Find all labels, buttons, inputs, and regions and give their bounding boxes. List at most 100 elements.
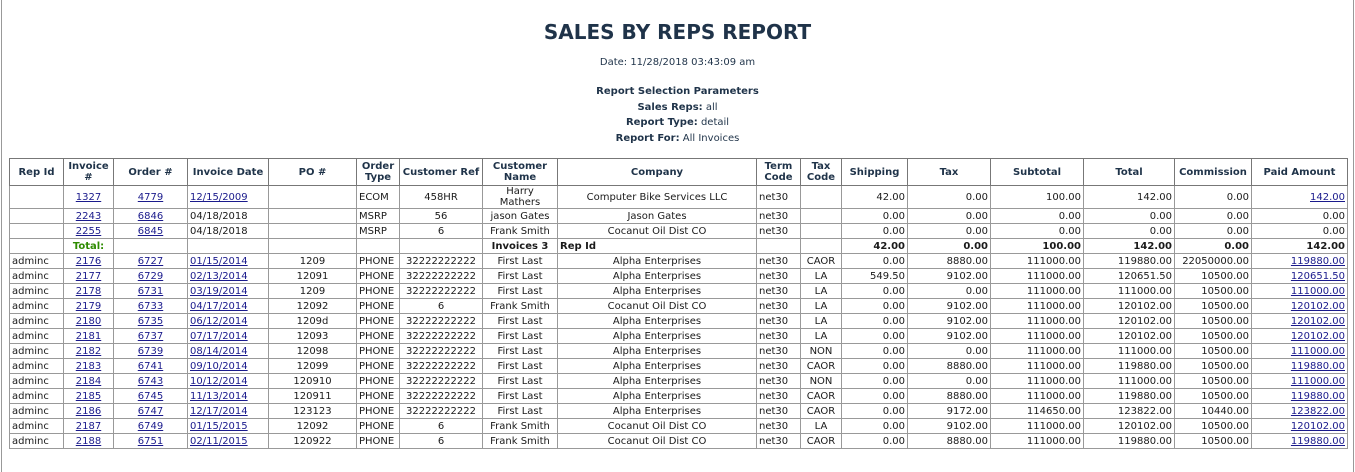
link[interactable]: 2182 (75, 345, 102, 357)
link[interactable]: 6735 (137, 315, 164, 327)
link[interactable]: 2188 (75, 435, 102, 447)
link[interactable]: 6729 (137, 270, 164, 282)
link[interactable]: 120102.00 (1290, 420, 1345, 432)
link[interactable]: 119880.00 (1290, 360, 1345, 372)
link[interactable]: 2176 (75, 255, 102, 267)
link[interactable]: 111000.00 (1290, 285, 1345, 297)
cell: 0.00 (841, 403, 908, 419)
cell: Total: (63, 238, 114, 254)
link[interactable]: 2178 (75, 285, 102, 297)
column-header: Invoice Date (187, 158, 269, 186)
link[interactable]: 120651.50 (1290, 270, 1345, 282)
cell: 9102.00 (907, 298, 991, 314)
link[interactable]: 6733 (137, 300, 164, 312)
column-header: Customer Name (482, 158, 558, 186)
link[interactable]: 6745 (137, 390, 164, 402)
link[interactable]: 2185 (75, 390, 102, 402)
link[interactable]: 2183 (75, 360, 102, 372)
cell: adminc (9, 253, 64, 269)
cell: 120102.00 (1083, 313, 1175, 329)
link[interactable]: 10/12/2014 (190, 375, 248, 387)
cell: Computer Bike Services LLC (557, 185, 757, 209)
link[interactable]: 4779 (137, 191, 164, 203)
link[interactable]: 08/14/2014 (190, 345, 248, 357)
link[interactable]: 120102.00 (1290, 300, 1345, 312)
link[interactable]: 123822.00 (1290, 405, 1345, 417)
cell: 08/14/2014 (187, 343, 269, 359)
link[interactable]: 2177 (75, 270, 102, 282)
link[interactable]: 07/17/2014 (190, 330, 248, 342)
cell-text: 0.00 (882, 405, 905, 417)
cell: 142.00 (1251, 238, 1348, 254)
cell: net30 (756, 358, 801, 374)
link[interactable]: 12/17/2014 (190, 405, 248, 417)
cell-text: Invoices 3 (491, 240, 549, 252)
link[interactable]: 6845 (137, 225, 164, 237)
cell-text: adminc (12, 300, 49, 312)
cell-text: adminc (12, 285, 49, 297)
link[interactable]: 03/19/2014 (190, 285, 248, 297)
link[interactable]: 6751 (137, 435, 164, 447)
link[interactable]: 6737 (137, 330, 164, 342)
data-row: 2255 6845 04/18/2018 MSRP 6 Frank Smith Cocanu… (9, 223, 1348, 239)
cell-text: 111000.00 (1026, 270, 1081, 282)
cell-text: PHONE (359, 405, 395, 417)
link[interactable]: 119880.00 (1290, 255, 1345, 267)
cell: First Last (482, 313, 558, 329)
link[interactable]: 2184 (75, 375, 102, 387)
link[interactable]: 111000.00 (1290, 375, 1345, 387)
link[interactable]: 02/13/2014 (190, 270, 248, 282)
link[interactable]: 6743 (137, 375, 164, 387)
link[interactable]: 119880.00 (1290, 390, 1345, 402)
cell-text: 04/18/2018 (190, 210, 248, 222)
link[interactable]: 6727 (137, 255, 164, 267)
cell: 6846 (113, 208, 188, 224)
link[interactable]: 120102.00 (1290, 315, 1345, 327)
cell-text: LA (814, 330, 828, 342)
cell-text: net30 (759, 300, 789, 312)
cell: 0.00 (1174, 208, 1252, 224)
link[interactable]: 09/10/2014 (190, 360, 248, 372)
link[interactable]: 142.00 (1310, 191, 1345, 203)
link[interactable]: 119880.00 (1290, 435, 1345, 447)
link[interactable]: 04/17/2014 (190, 300, 248, 312)
link[interactable]: 01/15/2014 (190, 255, 248, 267)
link[interactable]: 111000.00 (1290, 345, 1345, 357)
link[interactable]: 12/15/2009 (190, 191, 248, 203)
link[interactable]: 2181 (75, 330, 102, 342)
link[interactable]: 06/12/2014 (190, 315, 248, 327)
cell-text: 0.00 (1149, 225, 1172, 237)
link[interactable]: 2187 (75, 420, 102, 432)
cell: 119880.00 (1251, 433, 1348, 449)
link[interactable]: 6731 (137, 285, 164, 297)
link[interactable]: 6747 (137, 405, 164, 417)
link[interactable]: 6846 (137, 210, 164, 222)
link[interactable]: 2179 (75, 300, 102, 312)
link[interactable]: 1327 (75, 191, 102, 203)
param: Report For: All Invoices (2, 131, 1353, 147)
cell-text: 22050000.00 (1182, 255, 1249, 267)
data-row: adminc 2176 6727 01/15/2014 1209 PHONE 3222222… (9, 253, 1348, 269)
cell: 04/18/2018 (187, 223, 269, 239)
link[interactable]: 6741 (137, 360, 164, 372)
cell-text: 8880.00 (946, 255, 988, 267)
link[interactable]: 01/15/2015 (190, 420, 248, 432)
cell-text: Alpha Enterprises (612, 330, 702, 342)
cell: Alpha Enterprises (557, 283, 757, 299)
link[interactable]: 02/11/2015 (190, 435, 248, 447)
link[interactable]: 6739 (137, 345, 164, 357)
link[interactable]: 120102.00 (1290, 330, 1345, 342)
cell: NON (800, 343, 842, 359)
link[interactable]: 11/13/2014 (190, 390, 248, 402)
cell-text: 10500.00 (1201, 360, 1249, 372)
link[interactable]: 2186 (75, 405, 102, 417)
data-row: adminc 2188 6751 02/11/2015 120922 PHONE 6 Fran… (9, 433, 1348, 449)
link[interactable]: 2255 (75, 225, 102, 237)
cell: CAOR (800, 388, 842, 404)
link[interactable]: 2180 (75, 315, 102, 327)
cell-text: Frank Smith (490, 420, 550, 432)
cell-text: 32222222222 (406, 270, 476, 282)
link[interactable]: 6749 (137, 420, 164, 432)
link[interactable]: 2243 (75, 210, 102, 222)
cell: 6741 (113, 358, 188, 374)
